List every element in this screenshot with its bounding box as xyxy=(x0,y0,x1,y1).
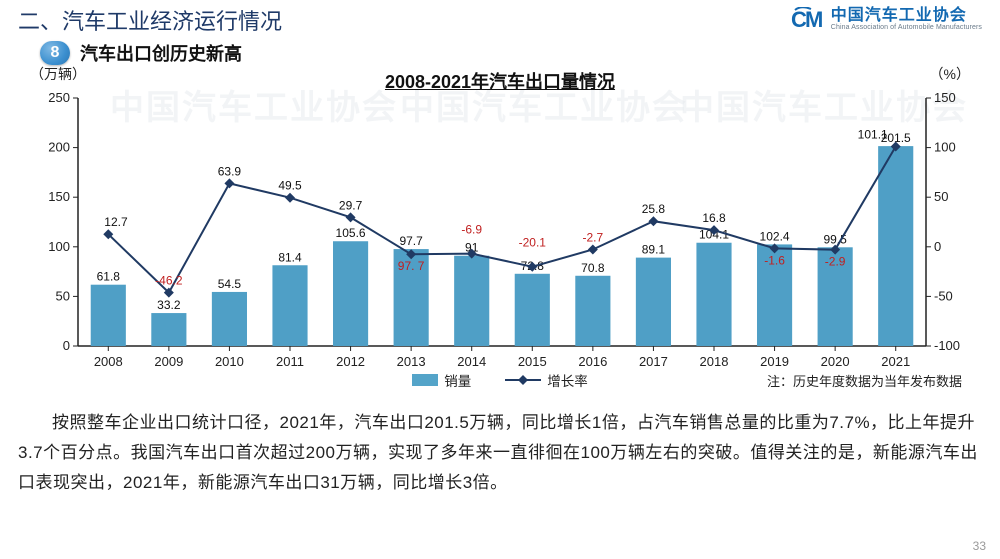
chart-area: （万辆） 2008-2021年汽车出口量情况 （%） 0501001502002… xyxy=(18,68,982,388)
sub-row: 8 汽车出口创历史新高 xyxy=(18,40,982,66)
line-marker-icon xyxy=(346,212,356,222)
line-value-label: 12.7 xyxy=(104,215,128,229)
legend-line: 增长率 xyxy=(505,370,588,390)
bar-value-label: 81.4 xyxy=(278,250,302,264)
line-value-label: 49.5 xyxy=(278,179,302,193)
bar xyxy=(91,285,126,346)
logo-cn: 中国汽车工业协会 xyxy=(831,8,982,24)
legend-bar: 销量 xyxy=(412,370,471,390)
logo-en: China Association of Automobile Manufact… xyxy=(831,24,982,31)
bar xyxy=(272,265,307,346)
bar xyxy=(454,256,489,346)
x-tick-label: 2013 xyxy=(397,354,426,369)
bar xyxy=(212,292,247,346)
chart-title: 2008-2021年汽车出口量情况 xyxy=(18,68,982,94)
top-row: 二、汽车工业经济运行情况 C M 中国汽车工业协会 China Associat… xyxy=(18,2,982,36)
x-tick-label: 2012 xyxy=(336,354,365,369)
section-number-badge: 8 xyxy=(40,41,70,65)
line-value-label: 101.1 xyxy=(858,128,888,142)
bar xyxy=(696,243,731,346)
bar-value-label: 97.7 xyxy=(399,234,423,248)
x-tick-label: 2016 xyxy=(578,354,607,369)
svg-text:100: 100 xyxy=(48,239,70,254)
line-marker-icon xyxy=(285,193,295,203)
line-value-label: -46.2 xyxy=(155,274,183,288)
line-marker-icon xyxy=(588,244,598,254)
bar-value-label: 102.4 xyxy=(760,229,790,243)
bar xyxy=(636,258,671,346)
svg-text:150: 150 xyxy=(48,189,70,204)
line-marker-icon xyxy=(648,216,658,226)
line-marker-icon xyxy=(224,178,234,188)
legend-line-swatch-icon xyxy=(505,374,541,386)
bar xyxy=(515,274,550,346)
line-value-label: -2.7 xyxy=(583,230,604,244)
line-value-label: -6.9 xyxy=(461,223,482,237)
legend-bar-label: 销量 xyxy=(444,370,471,390)
legend-line-label: 增长率 xyxy=(547,370,588,390)
line-value-label: 97. 7 xyxy=(398,259,425,273)
x-tick-label: 2018 xyxy=(700,354,729,369)
x-tick-label: 2010 xyxy=(215,354,244,369)
line-value-label: -2.9 xyxy=(825,255,846,269)
bar-value-label: 70.8 xyxy=(581,261,605,275)
bar-value-label: 33.2 xyxy=(157,298,181,312)
bar-value-label: 105.6 xyxy=(336,226,366,240)
x-tick-label: 2009 xyxy=(154,354,183,369)
body-paragraph: 按照整车企业出口统计口径，2021年，汽车出口201.5万辆，同比增长1倍，占汽… xyxy=(18,408,982,497)
section-title: 二、汽车工业经济运行情况 xyxy=(18,4,282,36)
bar-value-label: 54.5 xyxy=(218,277,242,291)
bar-value-label: 89.1 xyxy=(642,243,666,257)
x-tick-label: 2020 xyxy=(821,354,850,369)
line-value-label: -20.1 xyxy=(519,236,547,250)
x-tick-label: 2017 xyxy=(639,354,668,369)
y-right-unit: （%） xyxy=(930,64,970,84)
bar xyxy=(878,146,913,346)
line-value-label: 29.7 xyxy=(339,198,363,212)
x-tick-label: 2019 xyxy=(760,354,789,369)
bar-value-label: 61.8 xyxy=(97,270,121,284)
x-tick-label: 2015 xyxy=(518,354,547,369)
svg-text:100: 100 xyxy=(934,140,956,155)
page-number: 33 xyxy=(973,539,986,553)
svg-text:200: 200 xyxy=(48,140,70,155)
bar xyxy=(333,241,368,346)
svg-text:-50: -50 xyxy=(934,288,953,303)
line-value-label: -1.6 xyxy=(764,253,785,267)
logo-mark-icon: C M xyxy=(791,7,825,31)
chart-svg: 050100150200250-100-5005010015061.820083… xyxy=(18,68,982,388)
svg-text:0: 0 xyxy=(934,239,941,254)
line-value-label: 63.9 xyxy=(218,164,242,178)
legend-bar-swatch-icon xyxy=(412,374,438,386)
sub-title: 汽车出口创历史新高 xyxy=(80,40,242,66)
line-value-label: 25.8 xyxy=(642,202,666,216)
line-value-label: 16.8 xyxy=(702,211,726,225)
logo-block: C M 中国汽车工业协会 China Association of Automo… xyxy=(791,7,982,31)
svg-text:0: 0 xyxy=(63,338,70,353)
svg-text:-100: -100 xyxy=(934,338,960,353)
x-tick-label: 2008 xyxy=(94,354,123,369)
x-tick-label: 2021 xyxy=(881,354,910,369)
chart-footnote: 注：历史年度数据为当年发布数据 xyxy=(767,371,962,390)
svg-text:50: 50 xyxy=(56,288,70,303)
svg-text:M: M xyxy=(805,7,823,31)
svg-text:50: 50 xyxy=(934,189,948,204)
x-tick-label: 2014 xyxy=(457,354,486,369)
bar xyxy=(151,313,186,346)
bar xyxy=(575,276,610,346)
x-tick-label: 2011 xyxy=(276,354,304,369)
